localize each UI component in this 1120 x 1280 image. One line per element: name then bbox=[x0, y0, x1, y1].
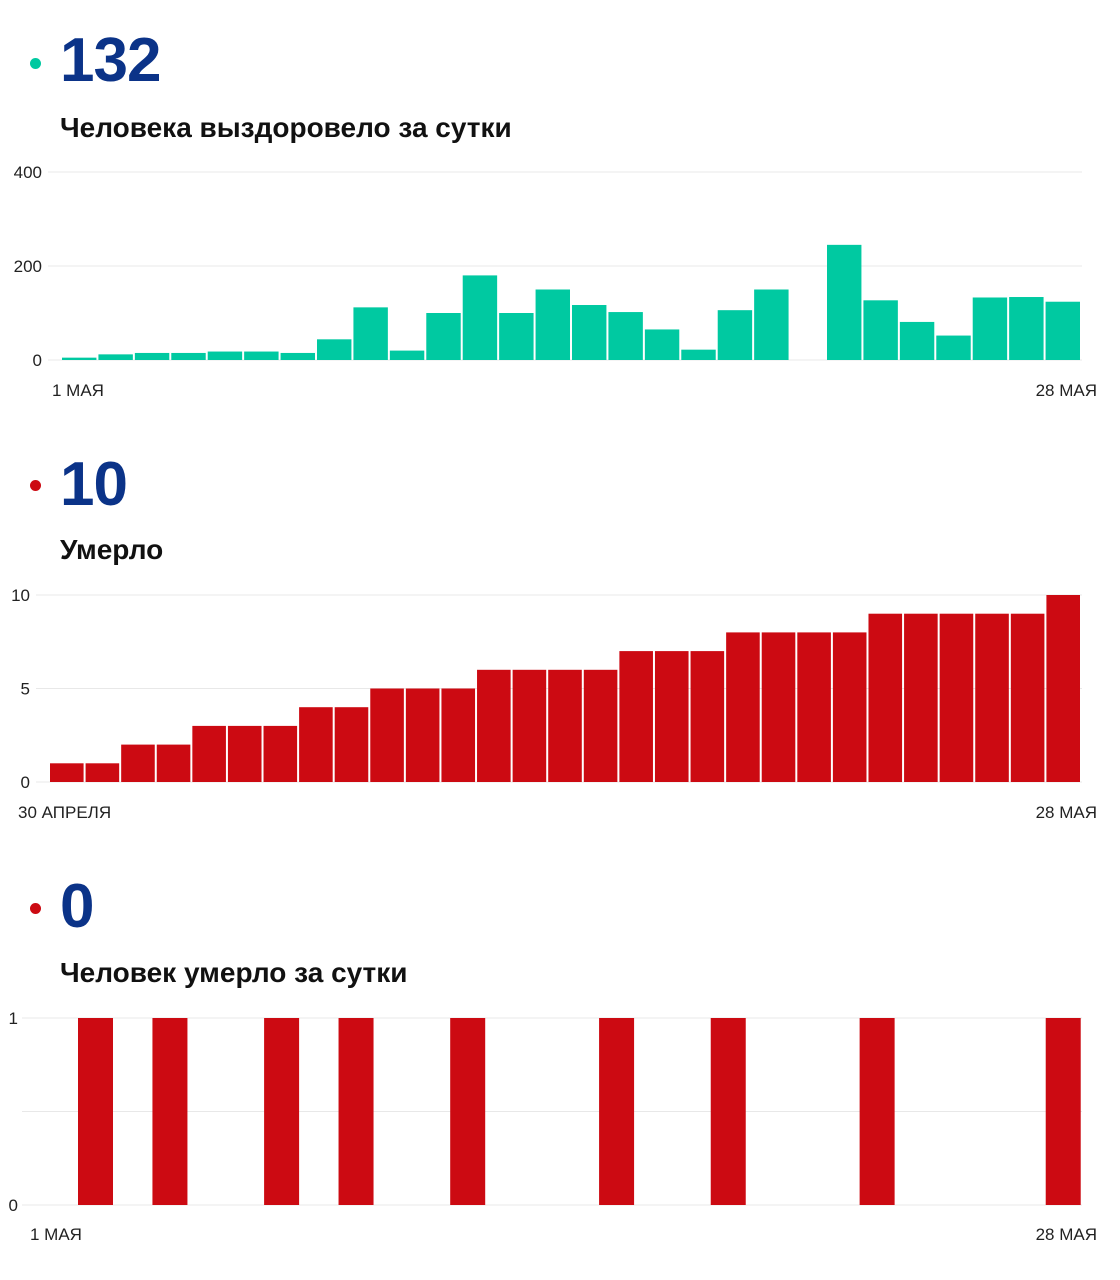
x-end-label: 28 МАЯ bbox=[1036, 381, 1097, 400]
bar-16 bbox=[608, 312, 643, 360]
deaths-total-chart: 0 5 10 30 АПРЕЛЯ 28 МАЯ bbox=[11, 586, 1097, 822]
bar-14 bbox=[512, 669, 547, 782]
bar-9 bbox=[353, 307, 388, 360]
bar-10 bbox=[389, 350, 425, 360]
bar-15 bbox=[572, 305, 607, 360]
bar-27 bbox=[1009, 297, 1044, 360]
bar-12 bbox=[462, 275, 498, 360]
bar-7 bbox=[263, 725, 298, 782]
bar-21 bbox=[761, 632, 796, 782]
x-end-label: 28 МАЯ bbox=[1036, 1225, 1097, 1244]
recovered-section: 132 Человека выздоровело за сутки 0 200 40… bbox=[0, 0, 1120, 420]
bar-25 bbox=[936, 335, 971, 360]
bar-28 bbox=[1045, 301, 1080, 360]
bar-10 bbox=[370, 688, 404, 782]
bar-25 bbox=[904, 613, 938, 782]
y-tick-label: 5 bbox=[21, 680, 30, 699]
bar-26 bbox=[972, 297, 1008, 360]
y-tick-label: 0 bbox=[33, 351, 42, 370]
y-tick-label: 200 bbox=[14, 257, 42, 276]
bar-12 bbox=[450, 1018, 486, 1205]
bar-2 bbox=[78, 1018, 113, 1205]
bar-23 bbox=[859, 1018, 895, 1205]
bar-20 bbox=[726, 632, 760, 782]
recovered-dot bbox=[30, 58, 41, 69]
bar-7 bbox=[264, 1018, 300, 1205]
bar-17 bbox=[619, 651, 653, 782]
x-end-label: 28 МАЯ bbox=[1036, 803, 1097, 822]
bar-19 bbox=[710, 1018, 746, 1205]
bar-22 bbox=[827, 244, 862, 360]
bar-4 bbox=[171, 352, 206, 360]
bar-13 bbox=[477, 669, 511, 782]
bar-11 bbox=[426, 313, 461, 360]
bar-3 bbox=[121, 744, 155, 782]
bar-8 bbox=[299, 707, 333, 782]
bar-26 bbox=[939, 613, 974, 782]
bar-20 bbox=[754, 289, 789, 360]
bar-16 bbox=[583, 669, 618, 782]
deaths-daily-number: 0 bbox=[60, 872, 94, 941]
bar-19 bbox=[690, 651, 725, 782]
bar-24 bbox=[899, 321, 935, 360]
bar-24 bbox=[868, 613, 903, 782]
bar-29 bbox=[1046, 595, 1080, 782]
bar-3 bbox=[134, 352, 170, 360]
y-tick-label: 1 bbox=[9, 1009, 18, 1028]
recovered-label: Человека выздоровело за сутки bbox=[60, 112, 512, 143]
bar-17 bbox=[644, 329, 680, 360]
bar-6 bbox=[227, 725, 262, 782]
bar-18 bbox=[681, 349, 716, 360]
bar-11 bbox=[405, 688, 440, 782]
x-start-label: 1 МАЯ bbox=[30, 1225, 82, 1244]
bar-19 bbox=[717, 310, 753, 360]
deaths-daily-label: Человек умерло за сутки bbox=[60, 957, 408, 988]
recovered-chart: 0 200 400 1 МАЯ 28 МАЯ bbox=[14, 163, 1097, 400]
bar-23 bbox=[832, 632, 867, 782]
deaths-total-label: Умерло bbox=[60, 534, 164, 565]
deaths-daily-dot bbox=[30, 903, 41, 914]
bar-27 bbox=[975, 613, 1009, 782]
deaths-total-section: 10 Умерло 0 5 10 30 АПРЕЛЯ 28 МАЯ bbox=[11, 450, 1097, 823]
bar-4 bbox=[156, 744, 191, 782]
bar-28 bbox=[1045, 1018, 1081, 1205]
bar-5 bbox=[192, 725, 226, 782]
bar-28 bbox=[1010, 613, 1045, 782]
y-tick-label: 0 bbox=[21, 773, 30, 792]
bar-6 bbox=[244, 351, 279, 360]
bar-14 bbox=[535, 289, 570, 360]
y-tick-label: 400 bbox=[14, 163, 42, 182]
x-start-label: 30 АПРЕЛЯ bbox=[18, 803, 111, 822]
y-tick-label: 0 bbox=[9, 1196, 18, 1215]
bar-12 bbox=[441, 688, 476, 782]
bar-8 bbox=[317, 339, 352, 360]
bar-16 bbox=[599, 1018, 635, 1205]
bar-9 bbox=[338, 1018, 374, 1205]
x-start-label: 1 МАЯ bbox=[52, 381, 104, 400]
bar-2 bbox=[85, 763, 120, 782]
bar-4 bbox=[152, 1018, 188, 1205]
bar-15 bbox=[548, 669, 582, 782]
bar-23 bbox=[863, 300, 898, 360]
bar-22 bbox=[797, 632, 831, 782]
deaths-total-dot bbox=[30, 480, 41, 491]
bar-2 bbox=[98, 354, 133, 360]
recovered-number: 132 bbox=[60, 26, 161, 95]
bar-7 bbox=[280, 352, 315, 360]
bar-5 bbox=[207, 351, 243, 360]
bar-1 bbox=[50, 763, 84, 782]
bar-13 bbox=[499, 313, 534, 360]
bar-18 bbox=[654, 651, 689, 782]
deaths-total-number: 10 bbox=[60, 450, 128, 519]
bar-1 bbox=[62, 357, 97, 360]
bar-9 bbox=[334, 707, 369, 782]
y-tick-label: 10 bbox=[11, 586, 30, 605]
